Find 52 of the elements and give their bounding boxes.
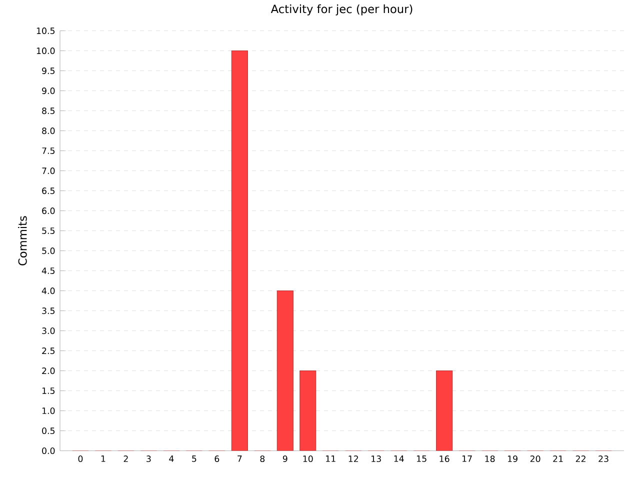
y-tick-label: 2.0 [42, 368, 55, 374]
y-tick-label: 0.0 [42, 448, 55, 454]
y-axis-title: Commits [18, 216, 27, 266]
bar [231, 50, 248, 451]
y-tick-label: 3.5 [42, 308, 55, 314]
bar [436, 370, 453, 451]
x-tick-label: 7 [238, 456, 242, 462]
x-tick-label: 19 [508, 456, 518, 462]
y-tick-label: 9.0 [42, 88, 55, 94]
y-tick-label: 6.0 [42, 208, 55, 214]
y-tick-label: 5.0 [42, 248, 55, 254]
x-tick-label: 5 [192, 456, 196, 462]
y-tick-label: 4.5 [42, 268, 55, 274]
y-tick-label: 7.5 [42, 148, 55, 154]
x-tick-label: 8 [260, 456, 265, 462]
x-tick-label: 16 [440, 456, 450, 462]
y-tick-label: 8.0 [42, 128, 55, 134]
x-tick-label: 3 [146, 456, 151, 462]
x-tick-label: 21 [553, 456, 563, 462]
bar [300, 370, 316, 451]
y-tick-label: 6.5 [42, 188, 55, 194]
x-tick-label: 10 [303, 456, 313, 462]
y-tick-label: 10.0 [36, 48, 55, 54]
x-tick-label: 20 [530, 456, 540, 462]
x-tick-label: 9 [282, 456, 288, 462]
y-tick-label: 5.5 [42, 228, 55, 234]
x-tick-label: 14 [394, 456, 404, 462]
x-tick-label: 0 [78, 456, 83, 462]
x-tick-label: 15 [417, 456, 426, 462]
x-tick-label: 6 [214, 456, 220, 462]
y-tick-label: 1.5 [42, 388, 55, 394]
x-tick-label: 22 [576, 456, 586, 462]
y-tick-label: 1.0 [42, 408, 55, 414]
y-tick-label: 8.5 [42, 108, 55, 114]
x-tick-label: 4 [169, 456, 174, 462]
chart-title: Activity for jec (per hour) [270, 4, 412, 16]
x-tick-label: 1 [101, 456, 106, 462]
bar [276, 290, 294, 451]
x-tick-label: 12 [348, 456, 358, 462]
x-tick-label: 17 [462, 456, 472, 462]
x-tick-label: 23 [598, 456, 608, 462]
x-tick-label: 13 [372, 456, 381, 462]
y-tick-label: 0.5 [42, 428, 55, 434]
x-tick-label: 11 [326, 456, 336, 462]
x-tick-label: 18 [485, 456, 495, 462]
y-tick-label: 9.5 [42, 68, 55, 74]
y-tick-label: 2.5 [42, 348, 55, 354]
y-tick-label: 4.0 [42, 288, 55, 294]
x-tick-label: 2 [124, 456, 128, 462]
y-tick-label: 3.0 [42, 328, 55, 334]
y-tick-label: 10.5 [36, 28, 55, 34]
y-tick-label: 7.0 [42, 168, 55, 174]
